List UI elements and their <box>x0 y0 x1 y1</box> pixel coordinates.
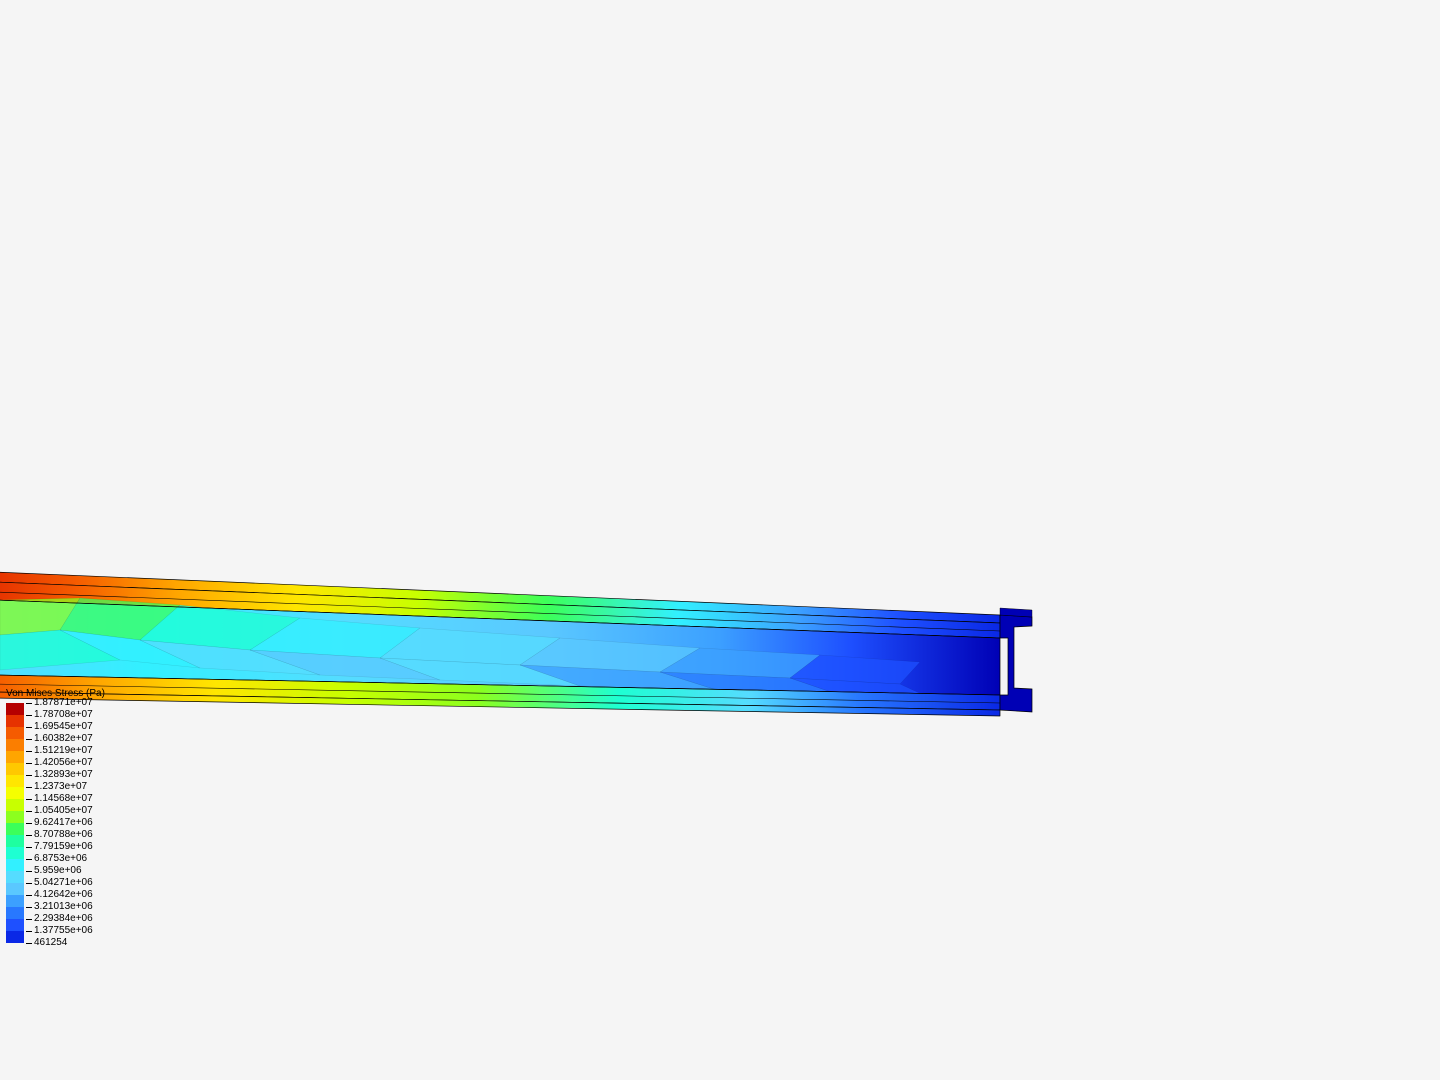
legend-ticks: 1.87871e+071.78708e+071.69545e+071.60382… <box>26 697 93 949</box>
legend-swatch <box>6 751 24 763</box>
legend-swatch <box>6 883 24 895</box>
legend-swatch <box>6 823 24 835</box>
legend-tick: 5.04271e+06 <box>26 877 93 889</box>
legend-tick: 1.69545e+07 <box>26 721 93 733</box>
legend-tick: 1.14568e+07 <box>26 793 93 805</box>
legend-swatch <box>6 739 24 751</box>
legend-tick: 3.21013e+06 <box>26 901 93 913</box>
legend-tick: 7.79159e+06 <box>26 841 93 853</box>
color-legend: Von Mises Stress (Pa) 1.87871e+071.78708… <box>6 688 105 949</box>
legend-tick: 461254 <box>26 937 93 949</box>
legend-tick: 2.29384e+06 <box>26 913 93 925</box>
legend-body: 1.87871e+071.78708e+071.69545e+071.60382… <box>6 703 105 949</box>
legend-tick: 4.12642e+06 <box>26 889 93 901</box>
legend-swatch <box>6 931 24 943</box>
legend-tick: 5.959e+06 <box>26 865 93 877</box>
legend-swatch <box>6 859 24 871</box>
legend-swatch <box>6 907 24 919</box>
legend-tick: 1.05405e+07 <box>26 805 93 817</box>
legend-tick: 1.32893e+07 <box>26 769 93 781</box>
legend-swatch <box>6 919 24 931</box>
legend-swatch <box>6 703 24 715</box>
legend-swatch <box>6 787 24 799</box>
legend-tick: 1.37755e+06 <box>26 925 93 937</box>
beam-svg <box>0 560 1040 740</box>
legend-swatch <box>6 775 24 787</box>
legend-swatch <box>6 847 24 859</box>
legend-swatch <box>6 715 24 727</box>
legend-swatch <box>6 871 24 883</box>
beam-render[interactable] <box>0 560 1040 730</box>
legend-tick: 9.62417e+06 <box>26 817 93 829</box>
legend-tick: 6.8753e+06 <box>26 853 93 865</box>
legend-swatch <box>6 799 24 811</box>
legend-colorbar <box>6 703 24 943</box>
legend-tick: 1.87871e+07 <box>26 697 93 709</box>
legend-tick: 8.70788e+06 <box>26 829 93 841</box>
legend-swatch <box>6 811 24 823</box>
legend-swatch <box>6 895 24 907</box>
legend-tick: 1.60382e+07 <box>26 733 93 745</box>
legend-tick: 1.42056e+07 <box>26 757 93 769</box>
fea-viewport: Von Mises Stress (Pa) 1.87871e+071.78708… <box>0 0 1440 1080</box>
legend-swatch <box>6 835 24 847</box>
legend-swatch <box>6 727 24 739</box>
legend-tick: 1.78708e+07 <box>26 709 93 721</box>
legend-tick: 1.51219e+07 <box>26 745 93 757</box>
legend-swatch <box>6 763 24 775</box>
legend-tick: 1.2373e+07 <box>26 781 93 793</box>
